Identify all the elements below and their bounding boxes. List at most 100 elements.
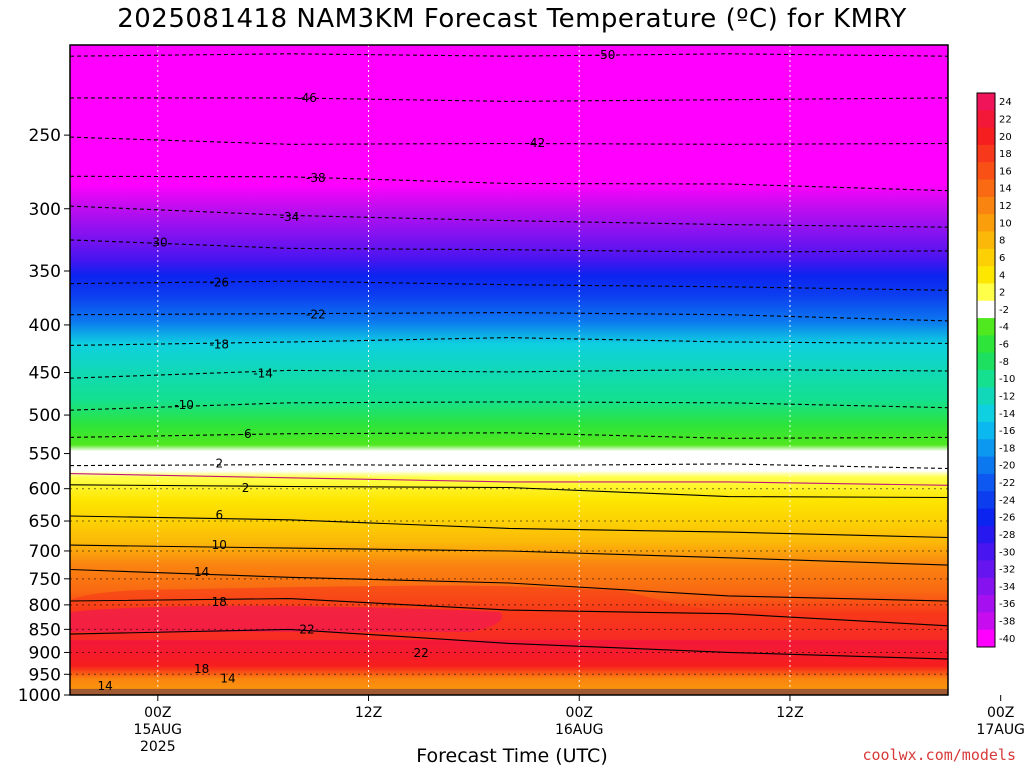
- contour-value-label: -30: [148, 235, 168, 249]
- colorbar-label: 16: [999, 166, 1012, 177]
- colorbar-label: 4: [999, 270, 1005, 281]
- colorbar-swatch: [977, 456, 995, 475]
- hot-core-region: [70, 605, 502, 632]
- x-tick-label: 16AUG: [555, 722, 604, 738]
- colorbar-swatch: [977, 387, 995, 406]
- colorbar-label: 18: [999, 149, 1012, 160]
- colorbar-swatch: [977, 300, 995, 319]
- contour-value-label: 14: [97, 679, 112, 693]
- contour-line: [70, 97, 948, 102]
- colorbar-swatch: [977, 525, 995, 544]
- contour-value-label: -50: [596, 48, 616, 62]
- colorbar-label: 2: [999, 288, 1005, 299]
- plot-area: [70, 45, 948, 695]
- contour-value-label: -14: [253, 366, 273, 380]
- colorbar-swatch: [977, 595, 995, 613]
- contour-value-label: 18: [194, 662, 209, 676]
- colorbar-swatch: [977, 335, 995, 354]
- contour-value-label: 22: [414, 646, 429, 660]
- contour-line: [70, 568, 948, 602]
- contour-line: [70, 432, 948, 439]
- contour-value-label: 2: [242, 481, 250, 495]
- plot-frame: [69, 44, 949, 696]
- contour-line: [70, 136, 948, 145]
- y-tick-label: 450: [29, 364, 61, 384]
- colorbar-label: 6: [999, 253, 1005, 264]
- contour-line: [70, 53, 948, 57]
- colorbar-label: -40: [999, 634, 1015, 645]
- contour-value-label: 14: [220, 672, 235, 686]
- contour-line: [70, 401, 948, 411]
- x-tick-label: 17AUG: [976, 722, 1024, 738]
- colorbar-swatch: [977, 248, 995, 267]
- colorbar-label: -26: [999, 513, 1015, 524]
- colorbar-swatch: [977, 560, 995, 579]
- colorbar-swatch: [977, 543, 995, 561]
- x-tick-label: 00Z: [566, 705, 593, 721]
- contour-value-label: -34: [280, 210, 300, 224]
- y-tick-label: 700: [29, 542, 61, 562]
- colorbar-swatch: [977, 473, 995, 492]
- colorbar-label: -20: [999, 461, 1015, 472]
- colorbar-swatch: [977, 144, 995, 163]
- colorbar-label: 12: [999, 201, 1012, 212]
- contour-line: [70, 598, 948, 627]
- colorbar-label: -22: [999, 478, 1015, 489]
- contour-lines: [70, 53, 948, 660]
- y-tick-label: 1000: [18, 686, 61, 706]
- y-tick-label: 900: [29, 643, 61, 663]
- colorbar-label: -34: [999, 582, 1015, 593]
- x-tick-label: 12Z: [776, 705, 803, 721]
- y-tick-label: 750: [29, 570, 61, 590]
- credit-link[interactable]: coolwx.com/models: [862, 746, 1016, 764]
- y-tick-label: 950: [29, 665, 61, 685]
- y-axis-ticks: 250 300 350 400 450 500 550 600 650 700 750 800 850 9…: [18, 126, 70, 706]
- colorbar-swatch: [977, 508, 995, 527]
- contour-line: [70, 312, 948, 322]
- contour-line: [70, 175, 948, 192]
- y-tick-label: 250: [29, 126, 61, 146]
- y-tick-label: 400: [29, 316, 61, 336]
- x-tick-label: 00Z: [987, 705, 1014, 721]
- colorbar-label: 20: [999, 132, 1012, 143]
- x-tick-label: 00Z: [144, 705, 171, 721]
- contour-value-label: 6: [215, 508, 223, 522]
- contour-line: [70, 628, 948, 660]
- colorbar-label: -18: [999, 443, 1015, 454]
- colorbar-label: -28: [999, 530, 1015, 541]
- colorbar-label: -4: [999, 322, 1009, 333]
- colorbar-swatch: [977, 370, 995, 388]
- colorbar-label: -32: [999, 565, 1015, 576]
- contour-line: [70, 280, 948, 291]
- colorbar-label: -12: [999, 391, 1015, 402]
- colorbar-label: -36: [999, 599, 1015, 610]
- contour-line: [70, 239, 948, 253]
- colorbar-swatch: [977, 179, 995, 198]
- colorbar-label: -38: [999, 617, 1015, 628]
- colorbar-label: -24: [999, 495, 1015, 506]
- colorbar-label: 22: [999, 114, 1012, 125]
- colorbar-label: 24: [999, 97, 1012, 108]
- contour-value-label: 14: [194, 565, 209, 579]
- colorbar-swatch: [977, 439, 995, 458]
- colorbar-label: -8: [999, 357, 1009, 368]
- colorbar-swatch: [977, 110, 995, 129]
- contour-value-label: -26: [209, 275, 229, 289]
- contour-line: [70, 463, 948, 470]
- y-tick-label: 650: [29, 512, 61, 532]
- colorbar-swatch: [977, 612, 995, 631]
- y-tick-label: 800: [29, 596, 61, 616]
- contour-value-label: -38: [306, 171, 326, 185]
- colorbar-swatch: [977, 283, 995, 302]
- x-axis-title: Forecast Time (UTC): [416, 745, 608, 767]
- ground-layer: [70, 688, 948, 695]
- colorbar-label: -14: [999, 409, 1015, 420]
- x-tick-label: 2025: [140, 739, 176, 755]
- chart-title: 2025081418 NAM3KM Forecast Temperature (…: [117, 4, 907, 34]
- colorbar-swatch: [977, 318, 995, 336]
- colorbar-swatch: [977, 352, 995, 371]
- colorbar: 24 22 20 18 16 14 12 10 8 6 4 2 -2 -4 -6 -8 -10 -12 -14 -16…: [976, 92, 1015, 648]
- contour-line: [70, 368, 948, 379]
- colorbar-label: -30: [999, 547, 1015, 558]
